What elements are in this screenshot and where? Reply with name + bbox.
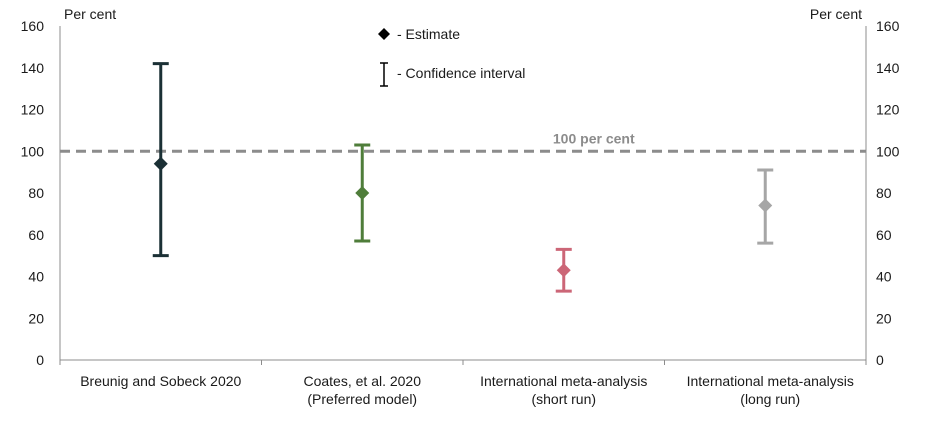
left-tick-label: 80 xyxy=(28,185,44,201)
series-point-group xyxy=(354,143,371,243)
data-marks xyxy=(152,62,774,293)
right-tick-label: 160 xyxy=(876,18,900,34)
legend-interval-label: - Confidence interval xyxy=(397,65,525,81)
right-tick-label: 120 xyxy=(876,102,900,118)
reference-line-label: 100 per cent xyxy=(553,130,635,146)
left-tick-label: 40 xyxy=(28,269,44,285)
left-tick-label: 60 xyxy=(28,227,44,243)
category-label: (long run) xyxy=(740,391,800,407)
legend-interval-marker xyxy=(380,62,388,87)
category-ticks xyxy=(59,360,867,365)
right-tick-label: 100 xyxy=(876,143,900,159)
legend: - Estimate - Confidence interval xyxy=(378,26,525,87)
legend-estimate-label: - Estimate xyxy=(397,26,460,42)
right-tick-label: 80 xyxy=(876,185,892,201)
right-tick-label: 20 xyxy=(876,310,892,326)
legend-estimate-marker xyxy=(378,28,390,40)
left-tick-label: 160 xyxy=(21,18,45,34)
right-axis-unit: Per cent xyxy=(810,6,862,22)
right-tick-label: 60 xyxy=(876,227,892,243)
estimate-marker xyxy=(153,156,168,171)
category-labels: Breunig and Sobeck 2020 Coates, et al. 20… xyxy=(80,373,854,407)
right-tick-label: 140 xyxy=(876,60,900,76)
right-tick-label: 0 xyxy=(876,352,884,368)
category-label: International meta-analysis xyxy=(687,373,854,389)
series-point-group xyxy=(152,62,169,258)
estimate-marker xyxy=(758,198,773,213)
category-label: (Preferred model) xyxy=(307,391,417,407)
series-point-group xyxy=(757,168,774,245)
category-label: Coates, et al. 2020 xyxy=(303,373,421,389)
right-tick-label: 40 xyxy=(876,269,892,285)
left-tick-labels: 0 20 40 60 80 100 120 140 160 xyxy=(21,18,45,368)
left-tick-label: 100 xyxy=(21,143,45,159)
series-point-group xyxy=(555,247,572,293)
left-tick-label: 120 xyxy=(21,102,45,118)
category-label: (short run) xyxy=(531,391,596,407)
left-tick-label: 20 xyxy=(28,310,44,326)
category-label: Breunig and Sobeck 2020 xyxy=(80,373,241,389)
left-tick-label: 0 xyxy=(36,352,44,368)
left-axis-unit: Per cent xyxy=(64,6,116,22)
estimate-marker xyxy=(556,263,571,278)
right-tick-labels: 0 20 40 60 80 100 120 140 160 xyxy=(876,18,900,368)
category-label: International meta-analysis xyxy=(480,373,647,389)
left-tick-label: 140 xyxy=(21,60,45,76)
estimate-marker xyxy=(355,186,370,200)
